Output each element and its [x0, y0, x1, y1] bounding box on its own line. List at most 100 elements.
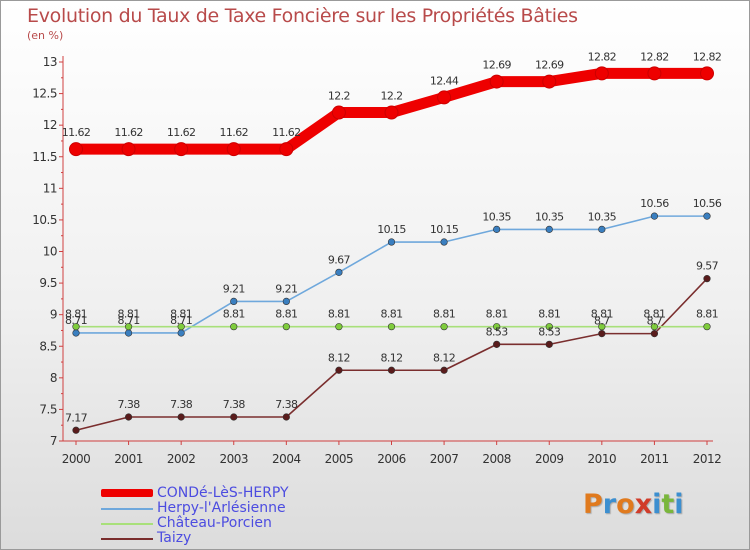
logo-letter: x [634, 489, 653, 520]
data-label: 12.2 [328, 90, 350, 103]
data-point-1 [493, 225, 501, 233]
data-point-3 [598, 330, 606, 338]
data-point-3 [493, 340, 501, 348]
data-label: 7.38 [170, 398, 193, 411]
data-point-0 [174, 142, 189, 157]
data-point-3 [703, 275, 711, 283]
data-label: 9.21 [275, 282, 297, 295]
data-point-1 [282, 297, 290, 306]
data-point-1 [124, 329, 133, 337]
data-point-0 [69, 142, 83, 157]
data-point-0 [489, 74, 504, 89]
data-point-2 [703, 323, 711, 331]
data-label: 9.21 [223, 282, 245, 295]
data-label: 12.2 [380, 90, 402, 103]
data-label: 8.81 [380, 308, 402, 321]
data-point-0 [384, 105, 399, 120]
data-label: 8.12 [380, 351, 402, 364]
data-label: 8.81 [328, 308, 350, 321]
data-label: 10.15 [377, 223, 406, 236]
y-tick-label: 9 [50, 308, 57, 322]
chart-subtitle: (en %) [27, 29, 64, 42]
data-label: 8.12 [433, 351, 455, 364]
data-label: 12.82 [588, 50, 617, 63]
data-label: 8.7 [594, 315, 610, 328]
y-tick-label: 7.5 [39, 402, 57, 416]
data-point-0 [647, 66, 662, 81]
data-point-0 [331, 105, 346, 120]
y-tick-label: 12.5 [32, 87, 57, 101]
legend-swatch-taizy [101, 538, 153, 540]
y-tick-label: 7 [50, 434, 57, 448]
legend-swatch-conde [101, 489, 153, 497]
data-point-2 [230, 323, 238, 331]
y-tick-label: 13 [43, 55, 57, 69]
data-label: 8.81 [591, 308, 613, 321]
logo-letter: i [674, 489, 684, 520]
proxiti-logo: Proxiti [583, 489, 684, 520]
data-point-0 [226, 142, 241, 157]
data-point-2 [545, 323, 553, 331]
data-point-1 [72, 329, 80, 337]
y-tick-label: 10.5 [32, 213, 57, 227]
data-label: 8.53 [486, 325, 509, 338]
data-label: 12.69 [482, 59, 511, 72]
data-label: 11.62 [62, 126, 91, 139]
data-label: 11.62 [167, 126, 196, 139]
data-point-2 [493, 323, 501, 331]
logo-letter: r [602, 489, 617, 520]
data-point-2 [650, 323, 659, 331]
data-point-2 [124, 323, 133, 331]
data-label: 11.62 [114, 126, 143, 139]
data-point-0 [121, 142, 136, 157]
x-tick-label: 2009 [535, 452, 564, 466]
data-label: 7.38 [275, 398, 298, 411]
data-point-3 [335, 366, 343, 374]
data-point-0 [437, 90, 452, 105]
data-point-0 [542, 74, 557, 89]
data-point-2 [177, 323, 185, 331]
x-tick-label: 2010 [588, 452, 617, 466]
y-tick-label: 10 [43, 245, 57, 259]
logo-letter: i [652, 489, 662, 520]
data-label: 9.57 [696, 260, 719, 273]
data-point-2 [440, 323, 448, 331]
data-label: 10.56 [693, 197, 722, 210]
logo-letter: o [616, 489, 635, 520]
data-label: 11.62 [272, 126, 301, 139]
data-point-1 [230, 297, 238, 306]
data-point-2 [335, 323, 343, 331]
y-tick-label: 8.5 [39, 339, 57, 353]
data-label: 10.35 [588, 210, 617, 223]
data-label: 8.53 [538, 325, 561, 338]
legend-label: Château-Porcien [157, 515, 272, 531]
y-tick-label: 9.5 [39, 276, 57, 290]
data-point-3 [387, 366, 396, 374]
data-label: 8.81 [643, 308, 665, 321]
data-label: 7.17 [65, 411, 88, 424]
data-label: 8.81 [223, 308, 245, 321]
data-label: 8.7 [647, 315, 663, 328]
data-label: 9.67 [328, 253, 351, 266]
data-label: 8.81 [170, 308, 192, 321]
data-point-1 [598, 225, 606, 233]
data-point-2 [387, 323, 396, 331]
data-label: 8.12 [328, 351, 350, 364]
x-tick-label: 2007 [430, 452, 459, 466]
data-point-2 [282, 323, 290, 331]
data-label: 12.44 [430, 74, 459, 87]
data-label: 12.82 [693, 50, 722, 63]
x-tick-label: 2004 [272, 452, 301, 466]
x-tick-label: 2012 [693, 452, 722, 466]
x-tick-label: 2006 [377, 452, 406, 466]
data-label: 8.71 [65, 314, 87, 327]
logo-letter: t [661, 489, 675, 520]
data-label: 8.81 [433, 308, 455, 321]
data-label: 12.82 [640, 50, 669, 63]
legend-swatch-chateau [101, 523, 153, 525]
data-label: 8.81 [275, 308, 297, 321]
data-point-3 [545, 340, 553, 348]
data-point-3 [124, 413, 133, 421]
data-label: 8.71 [118, 314, 140, 327]
